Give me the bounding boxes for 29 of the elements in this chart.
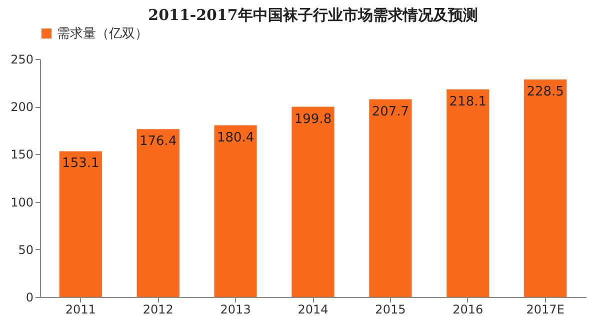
bar bbox=[292, 106, 334, 297]
bar bbox=[446, 89, 490, 297]
y-tick-label: 250 bbox=[10, 52, 34, 66]
data-label: 228.5 bbox=[526, 84, 564, 100]
data-label: 199.8 bbox=[294, 112, 332, 127]
data-label: 218.1 bbox=[449, 94, 487, 110]
x-tick-label: 2016 bbox=[452, 302, 484, 316]
y-tick-label: 150 bbox=[10, 148, 34, 162]
x-tick-label: 2014 bbox=[298, 302, 328, 316]
bar bbox=[524, 79, 567, 297]
y-tick-label: 0 bbox=[26, 290, 34, 304]
chart-title: 2011-2017年中国袜子行业市场需求情况及预测 bbox=[148, 6, 478, 24]
x-tick-label: 2015 bbox=[375, 302, 406, 316]
x-tick-label: 2013 bbox=[220, 302, 251, 316]
bar bbox=[214, 125, 257, 297]
y-tick-label: 100 bbox=[10, 195, 34, 210]
data-label: 176.4 bbox=[139, 134, 177, 150]
y-tick-label: 50 bbox=[18, 242, 34, 257]
bar bbox=[136, 129, 180, 297]
x-tick-label: 2017E bbox=[526, 302, 564, 316]
data-label: 207.7 bbox=[372, 104, 410, 120]
data-label: 180.4 bbox=[216, 130, 254, 146]
y-tick-label: 200 bbox=[10, 100, 34, 114]
x-tick-label: 2012 bbox=[142, 302, 174, 316]
x-tick-label: 2011 bbox=[65, 302, 96, 316]
legend-label: 需求量（亿双） bbox=[57, 26, 148, 42]
bar bbox=[59, 151, 102, 297]
bar bbox=[369, 99, 412, 297]
data-label: 153.1 bbox=[62, 156, 100, 172]
